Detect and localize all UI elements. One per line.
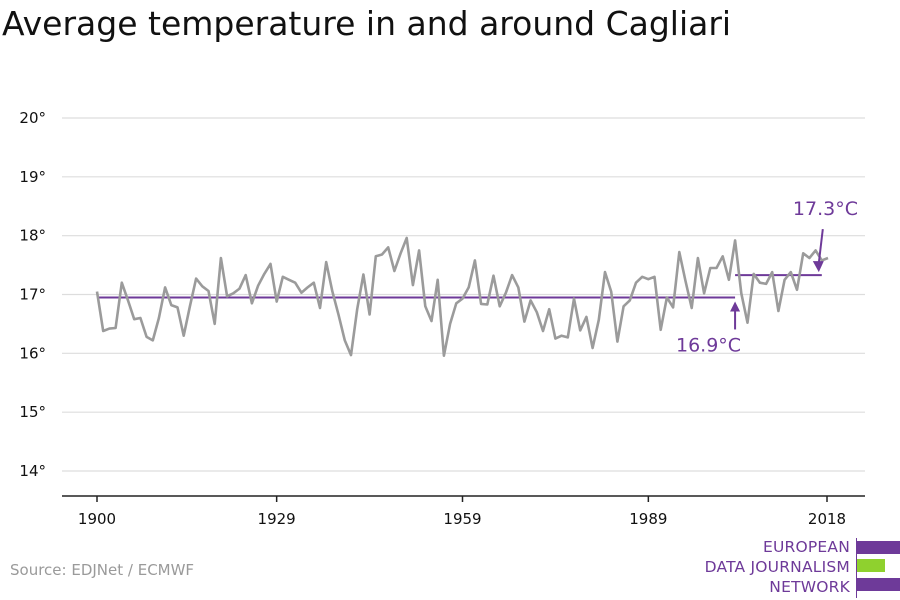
- temperature-series: [95, 236, 829, 357]
- annotation-arrowhead-1: [730, 301, 741, 312]
- y-tick-label: 17°: [19, 286, 46, 304]
- x-axis: 1900 1929 1959 1989 2018: [62, 495, 865, 528]
- x-tick-label: 1989: [629, 510, 667, 528]
- logo-divider: [856, 538, 857, 598]
- logo-line-1: EUROPEAN: [762, 538, 850, 556]
- logo-bar-purple-1: [857, 541, 900, 554]
- logo-line-2: DATA JOURNALISM: [704, 558, 850, 576]
- chart-title: Average temperature in and around Caglia…: [2, 4, 732, 43]
- grid-lines: [62, 117, 865, 472]
- y-axis-ticks: 14° 15° 16° 17° 18° 19° 20°: [19, 109, 46, 480]
- annotation-label-1: 16.9°C: [676, 334, 741, 356]
- y-tick-label: 14°: [19, 462, 46, 480]
- annotation-arrow-2: [817, 228, 824, 264]
- y-tick-label: 18°: [19, 227, 46, 245]
- x-tick-label: 1900: [78, 510, 116, 528]
- x-tick-label: 1959: [443, 510, 481, 528]
- annotation-arrowhead-2: [812, 261, 824, 273]
- y-tick-label: 20°: [19, 109, 46, 127]
- temperature-line: [95, 236, 829, 357]
- annotation-label-2: 17.3°C: [793, 198, 858, 220]
- x-tick-label: 2018: [808, 510, 846, 528]
- y-tick-label: 15°: [19, 403, 46, 421]
- logo-line-3: NETWORK: [769, 578, 850, 596]
- x-tick-label: 1929: [258, 510, 296, 528]
- logo-bar-green: [857, 559, 885, 572]
- average-lines: [97, 274, 822, 299]
- edjnet-logo: EUROPEAN DATA JOURNALISM NETWORK: [704, 538, 900, 598]
- annotations: 16.9°C 17.3°C: [676, 198, 858, 356]
- y-tick-label: 19°: [19, 168, 46, 186]
- y-tick-label: 16°: [19, 344, 46, 362]
- source-note: Source: EDJNet / ECMWF: [10, 561, 195, 579]
- logo-bar-purple-2: [857, 578, 900, 591]
